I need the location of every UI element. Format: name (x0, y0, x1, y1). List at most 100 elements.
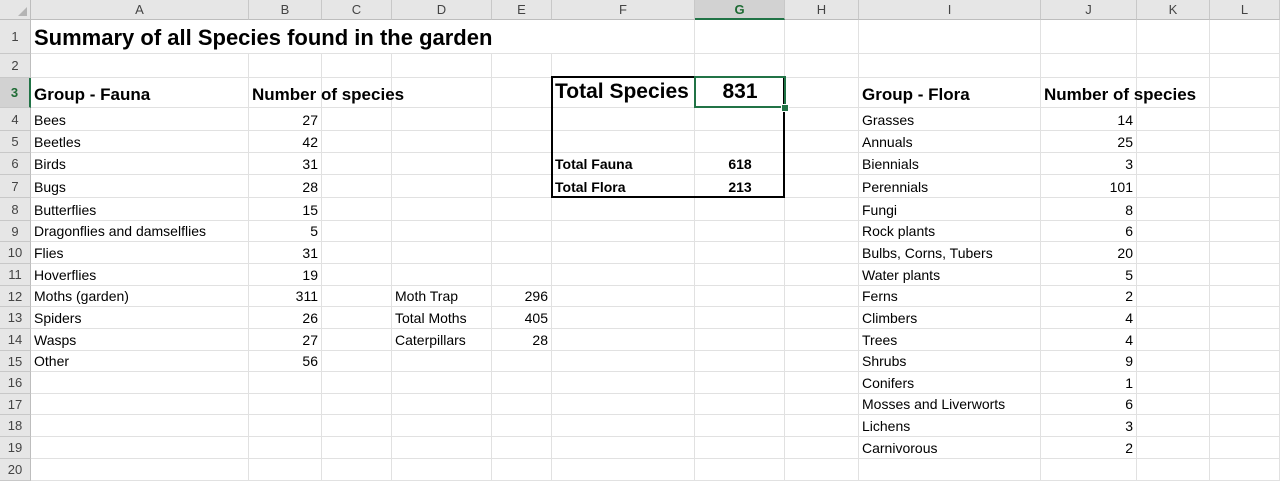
flora-group-cell[interactable]: Biennials (862, 156, 919, 172)
flora-count-cell[interactable]: 5 (1125, 267, 1133, 283)
select-all-corner[interactable] (0, 0, 31, 20)
flora-group-cell[interactable]: Conifers (862, 375, 915, 391)
flora-count-cell[interactable]: 8 (1125, 202, 1133, 218)
flora-count-cell[interactable]: 20 (1117, 245, 1133, 261)
row-header-3[interactable]: 3 (0, 78, 31, 108)
flora-group-cell[interactable]: Grasses (862, 112, 915, 128)
total-flora-value[interactable]: 213 (728, 179, 752, 195)
flora-group-cell[interactable]: Carnivorous (862, 440, 938, 456)
fauna-group-cell[interactable]: Wasps (34, 332, 77, 348)
flora-count-cell[interactable]: 9 (1125, 353, 1133, 369)
flora-count-cell[interactable]: 1 (1125, 375, 1133, 391)
flora-group-cell[interactable]: Ferns (862, 288, 898, 304)
moth-label-cell[interactable]: Caterpillars (395, 332, 466, 348)
flora-group-cell[interactable]: Rock plants (862, 223, 936, 239)
flora-group-cell[interactable]: Trees (862, 332, 898, 348)
flora-group-cell[interactable]: Bulbs, Corns, Tubers (862, 245, 993, 261)
row-header-19[interactable]: 19 (0, 437, 31, 459)
row-header-12[interactable]: 12 (0, 286, 31, 307)
fauna-count-cell[interactable]: 27 (302, 112, 318, 128)
flora-count-cell[interactable]: 4 (1125, 332, 1133, 348)
flora-group-cell[interactable]: Annuals (862, 134, 913, 150)
fauna-group-cell[interactable]: Flies (34, 245, 64, 261)
fauna-group-cell[interactable]: Bees (34, 112, 66, 128)
row-header-16[interactable]: 16 (0, 372, 31, 394)
column-header-l[interactable]: L (1210, 0, 1280, 20)
flora-count-cell[interactable]: 2 (1125, 288, 1133, 304)
flora-count-cell[interactable]: 2 (1125, 440, 1133, 456)
fauna-group-cell[interactable]: Bugs (34, 179, 66, 195)
moth-label-cell[interactable]: Moth Trap (395, 288, 459, 304)
total-species-label[interactable]: Total Species (555, 80, 689, 103)
flora-group-cell[interactable]: Lichens (862, 418, 911, 434)
fill-handle[interactable] (781, 104, 789, 112)
flora-group-cell[interactable]: Shrubs (862, 353, 907, 369)
flora-count-cell[interactable]: 6 (1125, 223, 1133, 239)
column-header-j[interactable]: J (1041, 0, 1137, 20)
column-header-f[interactable]: F (552, 0, 695, 20)
fauna-count-cell[interactable]: 28 (302, 179, 318, 195)
flora-group-cell[interactable]: Perennials (862, 179, 929, 195)
row-header-13[interactable]: 13 (0, 307, 31, 329)
fauna-count-cell[interactable]: 311 (295, 288, 318, 304)
moth-value-cell[interactable]: 405 (524, 310, 548, 326)
fauna-count-cell[interactable]: 42 (302, 134, 318, 150)
total-fauna-label[interactable]: Total Fauna (555, 156, 633, 172)
flora-group-header[interactable]: Group - Flora (862, 85, 970, 104)
column-header-c[interactable]: C (322, 0, 392, 20)
fauna-group-cell[interactable]: Moths (garden) (34, 288, 129, 304)
fauna-group-cell[interactable]: Butterflies (34, 202, 97, 218)
fauna-count-cell[interactable]: 26 (302, 310, 318, 326)
flora-count-cell[interactable]: 101 (1109, 179, 1133, 195)
column-header-i[interactable]: I (859, 0, 1041, 20)
fauna-group-header[interactable]: Group - Fauna (34, 85, 151, 104)
sheet-title[interactable]: Summary of all Species found in the gard… (34, 25, 493, 50)
flora-count-header[interactable]: Number of species (1044, 85, 1197, 104)
column-header-d[interactable]: D (392, 0, 492, 20)
fauna-group-cell[interactable]: Beetles (34, 134, 81, 150)
flora-group-cell[interactable]: Climbers (862, 310, 918, 326)
row-header-1[interactable]: 1 (0, 20, 31, 54)
fauna-count-cell[interactable]: 27 (302, 332, 318, 348)
column-header-g[interactable]: G (695, 0, 785, 20)
row-header-4[interactable]: 4 (0, 108, 31, 131)
fauna-count-cell[interactable]: 31 (302, 156, 318, 172)
flora-count-cell[interactable]: 3 (1125, 418, 1133, 434)
row-header-20[interactable]: 20 (0, 459, 31, 481)
flora-group-cell[interactable]: Fungi (862, 202, 898, 218)
fauna-group-cell[interactable]: Other (34, 353, 70, 369)
row-header-5[interactable]: 5 (0, 131, 31, 153)
row-header-15[interactable]: 15 (0, 351, 31, 372)
column-header-e[interactable]: E (492, 0, 552, 20)
row-header-18[interactable]: 18 (0, 415, 31, 437)
fauna-group-cell[interactable]: Spiders (34, 310, 82, 326)
flora-count-cell[interactable]: 3 (1125, 156, 1133, 172)
row-header-7[interactable]: 7 (0, 175, 31, 198)
row-header-2[interactable]: 2 (0, 54, 31, 78)
fauna-count-cell[interactable]: 31 (302, 245, 318, 261)
total-species-value[interactable]: 831 (722, 80, 758, 103)
flora-count-cell[interactable]: 6 (1125, 396, 1133, 412)
flora-count-cell[interactable]: 25 (1117, 134, 1133, 150)
row-header-11[interactable]: 11 (0, 264, 31, 286)
fauna-count-header[interactable]: Number of species (252, 85, 405, 104)
row-header-8[interactable]: 8 (0, 198, 31, 221)
fauna-count-cell[interactable]: 15 (302, 202, 318, 218)
moth-label-cell[interactable]: Total Moths (395, 310, 467, 326)
column-header-k[interactable]: K (1137, 0, 1210, 20)
moth-value-cell[interactable]: 296 (524, 288, 548, 304)
flora-count-cell[interactable]: 4 (1125, 310, 1133, 326)
flora-group-cell[interactable]: Water plants (862, 267, 941, 283)
flora-count-cell[interactable]: 14 (1117, 112, 1133, 128)
column-header-h[interactable]: H (785, 0, 859, 20)
total-fauna-value[interactable]: 618 (728, 156, 752, 172)
row-header-6[interactable]: 6 (0, 153, 31, 175)
column-header-b[interactable]: B (249, 0, 322, 20)
row-header-14[interactable]: 14 (0, 329, 31, 351)
fauna-group-cell[interactable]: Dragonflies and damselflies (34, 223, 206, 239)
total-flora-label[interactable]: Total Flora (555, 179, 626, 195)
flora-group-cell[interactable]: Mosses and Liverworts (862, 396, 1006, 412)
fauna-count-cell[interactable]: 19 (302, 267, 318, 283)
row-header-9[interactable]: 9 (0, 221, 31, 242)
